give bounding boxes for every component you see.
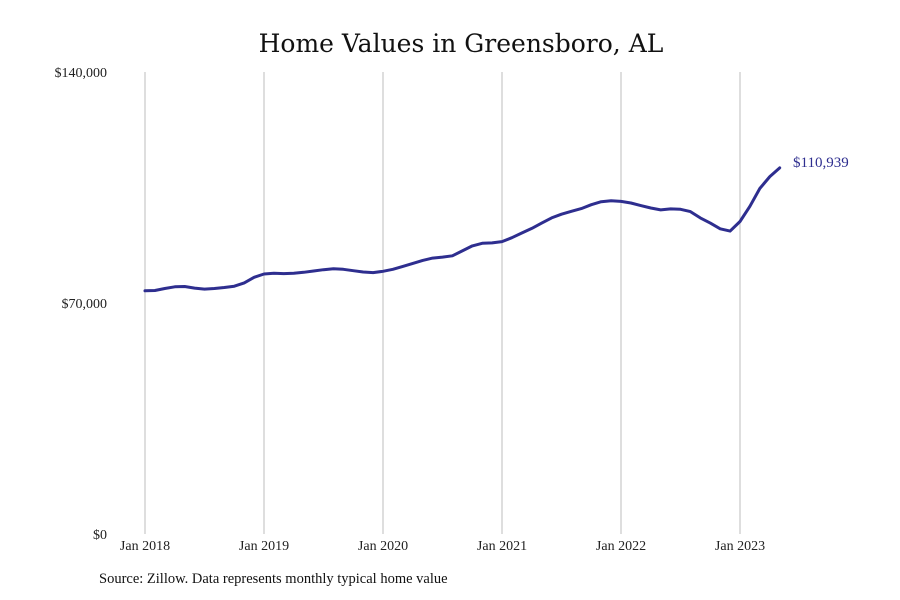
x-tick-label: Jan 2019 (239, 539, 289, 554)
source-note: Source: Zillow. Data represents monthly … (99, 571, 448, 587)
x-tick-label: Jan 2021 (477, 539, 527, 554)
x-tick-label: Jan 2022 (596, 539, 646, 554)
x-tick-label: Jan 2020 (358, 539, 408, 554)
x-tick-label: Jan 2023 (715, 539, 765, 554)
end-value-label: $110,939 (793, 155, 849, 171)
y-tick-label: $140,000 (55, 66, 108, 81)
x-tick-label: Jan 2018 (120, 539, 170, 554)
chart-title: Home Values in Greensboro, AL (259, 29, 664, 58)
y-tick-label: $70,000 (62, 297, 108, 312)
x-axis-ticks: Jan 2018 Jan 2019 Jan 2020 Jan 2021 Jan 2022… (120, 539, 765, 554)
series-line-home-value (143, 166, 782, 293)
y-tick-label: $0 (93, 528, 107, 543)
grid-lines (144, 72, 741, 534)
y-axis-ticks: $0 $70,000 $140,000 (55, 66, 108, 543)
